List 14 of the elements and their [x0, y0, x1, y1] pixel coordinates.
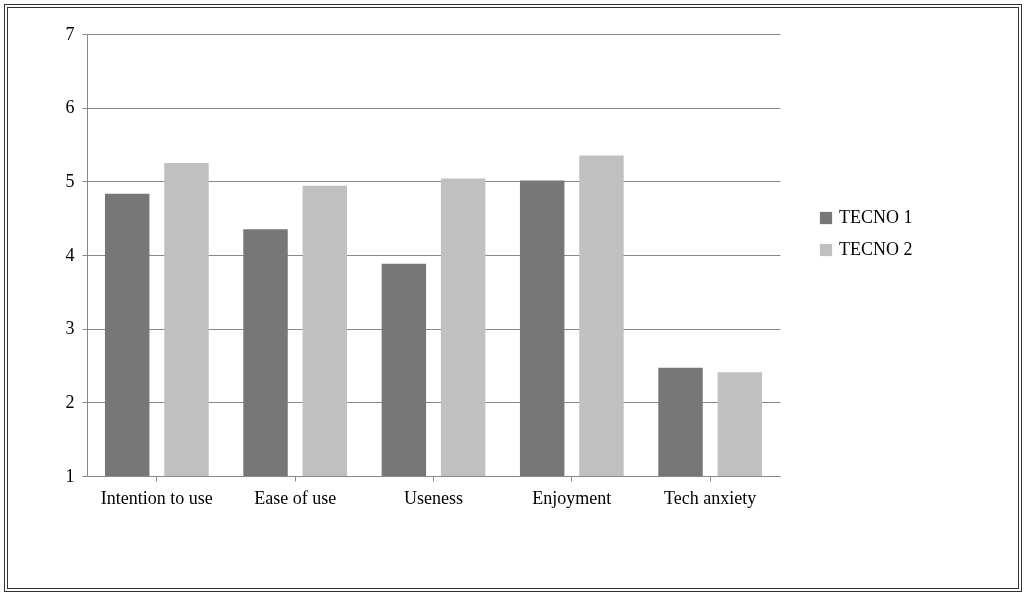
legend-label: TECNO 2	[839, 239, 913, 259]
x-tick-label: Ease of use	[254, 487, 337, 508]
y-tick-label: 6	[65, 97, 75, 118]
x-tick-label: Tech anxiety	[664, 487, 757, 508]
x-tick-label: Intention to use	[100, 487, 213, 508]
y-tick-label: 2	[65, 391, 75, 412]
x-tick-label: Useness	[404, 487, 463, 508]
y-tick-label: 4	[65, 244, 75, 265]
x-tick-label: Enjoyment	[532, 487, 612, 508]
y-tick-label: 1	[65, 465, 75, 486]
y-tick-label: 3	[65, 318, 75, 339]
legend-label: TECNO 1	[839, 207, 913, 227]
y-tick-label: 5	[65, 170, 75, 191]
y-tick-label: 7	[65, 23, 75, 44]
